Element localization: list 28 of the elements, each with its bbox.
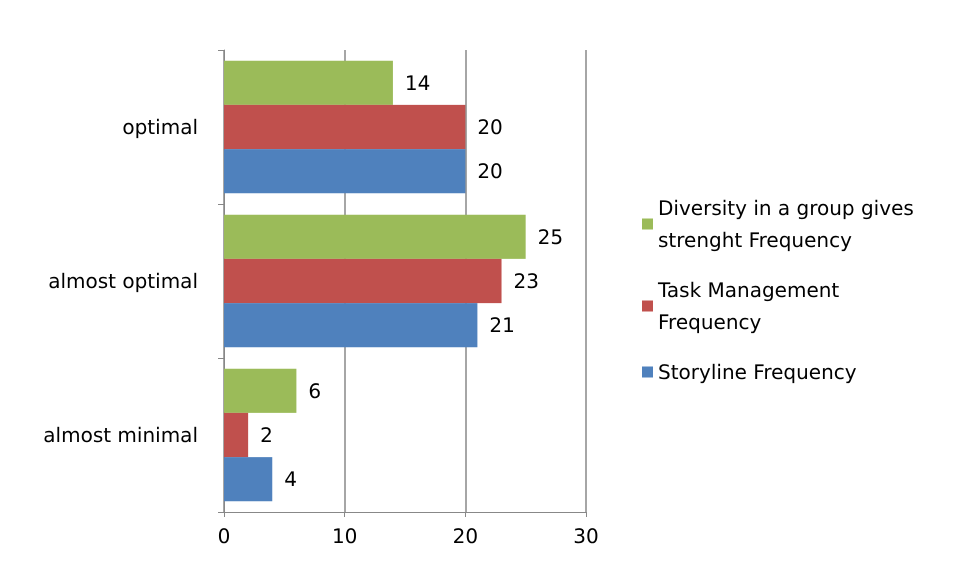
y-tick-label: almost optimal [48,269,198,293]
data-label: 14 [404,70,430,95]
y-tick-label: almost minimal [43,423,198,447]
data-label: 23 [514,269,539,293]
data-label: 25 [538,224,564,249]
x-tick-label: 20 [452,524,478,548]
bar [224,457,272,502]
y-tick-label: optimal [122,115,198,139]
bar [224,214,526,259]
data-label: 20 [477,115,503,139]
data-label: 6 [308,378,322,403]
data-label: 4 [284,467,297,492]
bar [224,149,466,194]
legend-label: Storyline Frequency [658,360,857,384]
bar [224,258,502,304]
legend-label: Task Management Frequency [657,278,846,334]
data-label: 21 [489,313,515,338]
bar [224,60,393,105]
x-tick-label: 30 [573,524,599,548]
data-label: 20 [477,159,503,184]
legend-label: Diversity in a group gives strenght Frequency [658,196,920,252]
bar [224,412,248,458]
data-label: 2 [260,423,273,447]
bar [224,368,296,413]
x-tick-label: 10 [332,524,358,548]
bar [224,303,478,348]
bar [224,104,466,150]
x-tick-label: 0 [218,524,230,548]
